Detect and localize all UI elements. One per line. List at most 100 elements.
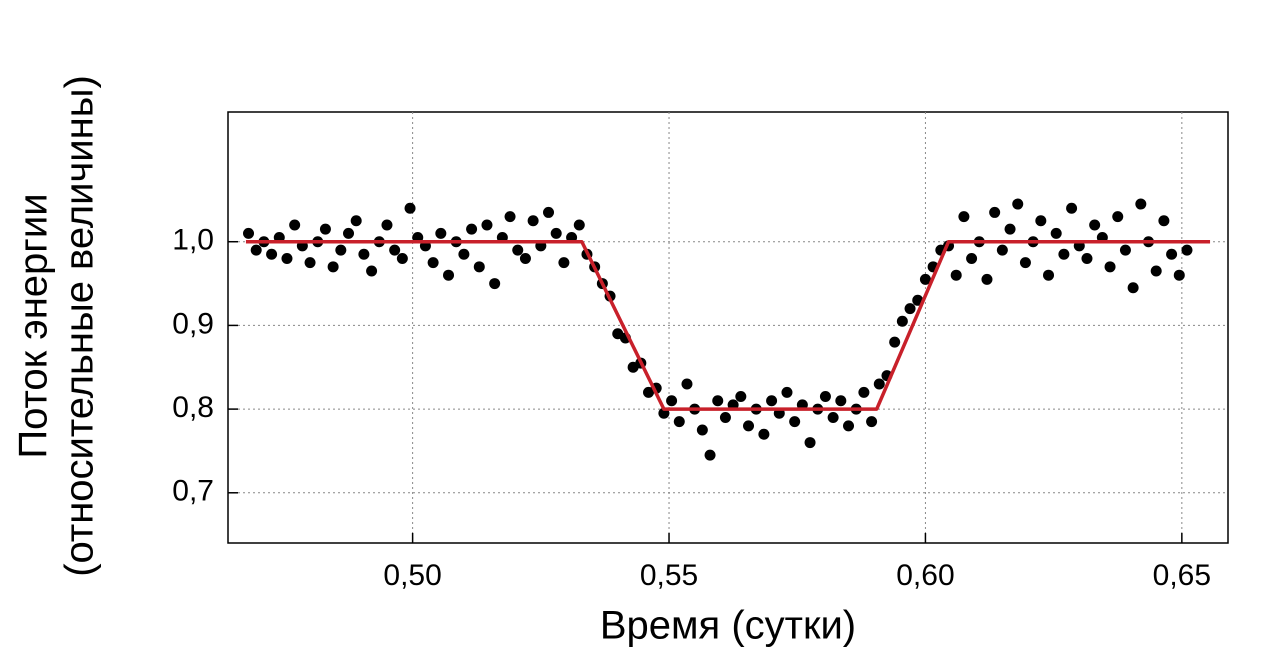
data-point (696, 424, 708, 436)
data-point (573, 219, 585, 231)
data-point (1058, 248, 1070, 260)
data-point (966, 252, 978, 264)
data-point (304, 257, 316, 269)
plot-frame (227, 111, 1229, 544)
data-point (889, 336, 901, 348)
data-point (366, 265, 378, 277)
data-point (735, 391, 747, 403)
data-point (981, 273, 993, 285)
data-point (989, 206, 1001, 218)
data-point (1112, 211, 1124, 223)
data-point (1089, 219, 1101, 231)
data-point (819, 391, 831, 403)
data-point (512, 244, 524, 256)
data-point (389, 244, 401, 256)
data-point (758, 428, 770, 440)
data-point (1135, 198, 1147, 210)
data-point (1166, 248, 1178, 260)
x-tick-label: 0,50 (383, 559, 441, 592)
y-axis-label-group: Поток энергии (12, 193, 56, 458)
data-point (1119, 244, 1131, 256)
data-point (704, 449, 716, 461)
data-point (1150, 265, 1162, 277)
data-point (919, 273, 931, 285)
y-axis-label: Поток энергии (12, 193, 56, 458)
data-point (1104, 261, 1116, 273)
data-point (789, 416, 801, 428)
data-point (858, 386, 870, 398)
data-point (719, 411, 731, 423)
data-point (904, 303, 916, 315)
data-point (1173, 269, 1185, 281)
data-point (950, 269, 962, 281)
data-point (1127, 282, 1139, 294)
data-point (519, 252, 531, 264)
data-point (873, 378, 885, 390)
data-point (527, 215, 539, 227)
data-point (673, 416, 685, 428)
y-tick-label: 0,7 (172, 475, 214, 508)
data-point (435, 227, 447, 239)
data-point (250, 244, 262, 256)
data-point (1181, 244, 1193, 256)
data-point (958, 211, 970, 223)
data-point (381, 219, 393, 231)
y-tick-label: 1,0 (172, 224, 214, 257)
data-point (427, 257, 439, 269)
data-point (481, 219, 493, 231)
data-point (1043, 269, 1055, 281)
data-point (1004, 223, 1016, 235)
y-tick-label: 0,8 (172, 391, 214, 424)
data-point (266, 248, 278, 260)
data-point (243, 227, 255, 239)
x-tick-label: 0,60 (896, 559, 954, 592)
x-tick-label: 0,65 (1153, 559, 1211, 592)
data-point (489, 278, 501, 290)
data-point (681, 378, 693, 390)
data-point (327, 261, 339, 273)
data-point (335, 244, 347, 256)
data-point (843, 420, 855, 432)
data-point (712, 395, 724, 407)
data-point (781, 386, 793, 398)
fit-line (245, 239, 1211, 411)
data-point (504, 211, 516, 223)
data-point (1066, 202, 1078, 214)
data-point (543, 206, 555, 218)
data-point (289, 219, 301, 231)
data-point (1012, 198, 1024, 210)
data-point (458, 248, 470, 260)
data-point (443, 269, 455, 281)
data-point (827, 411, 839, 423)
y-axis-label-group: (относительные величины) (58, 75, 102, 577)
data-point (835, 395, 847, 407)
data-point (866, 416, 878, 428)
data-point (558, 257, 570, 269)
y-axis-label: (относительные величины) (58, 75, 102, 577)
data-point (666, 395, 678, 407)
data-point (896, 315, 908, 327)
data-point (319, 223, 331, 235)
data-point (1019, 257, 1031, 269)
data-point (743, 420, 755, 432)
data-point (466, 223, 478, 235)
data-point (1050, 227, 1062, 239)
data-point (766, 395, 778, 407)
data-point (1081, 252, 1093, 264)
data-point (343, 227, 355, 239)
x-axis-label: Время (сутки) (600, 604, 856, 648)
data-point (1035, 215, 1047, 227)
data-point (550, 227, 562, 239)
x-tick-label: 0,55 (640, 559, 698, 592)
data-point (358, 248, 370, 260)
data-point (804, 437, 816, 449)
data-point (396, 252, 408, 264)
data-point (350, 215, 362, 227)
data-point (1158, 215, 1170, 227)
data-point (473, 261, 485, 273)
y-tick-label: 0,9 (172, 307, 214, 340)
data-point (996, 244, 1008, 256)
data-point (281, 252, 293, 264)
